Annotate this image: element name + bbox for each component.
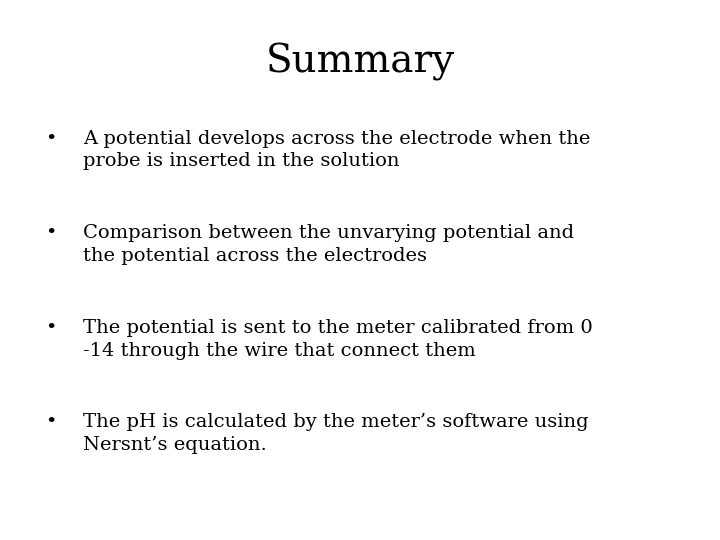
Text: •: • <box>45 130 56 147</box>
Text: A potential develops across the electrode when the
probe is inserted in the solu: A potential develops across the electrod… <box>83 130 590 171</box>
Text: •: • <box>45 224 56 242</box>
Text: The potential is sent to the meter calibrated from 0
-14 through the wire that c: The potential is sent to the meter calib… <box>83 319 593 360</box>
Text: •: • <box>45 413 56 431</box>
Text: Summary: Summary <box>266 43 454 81</box>
Text: The pH is calculated by the meter’s software using
Nersnt’s equation.: The pH is calculated by the meter’s soft… <box>83 413 588 454</box>
Text: Comparison between the unvarying potential and
the potential across the electrod: Comparison between the unvarying potenti… <box>83 224 574 265</box>
Text: •: • <box>45 319 56 336</box>
